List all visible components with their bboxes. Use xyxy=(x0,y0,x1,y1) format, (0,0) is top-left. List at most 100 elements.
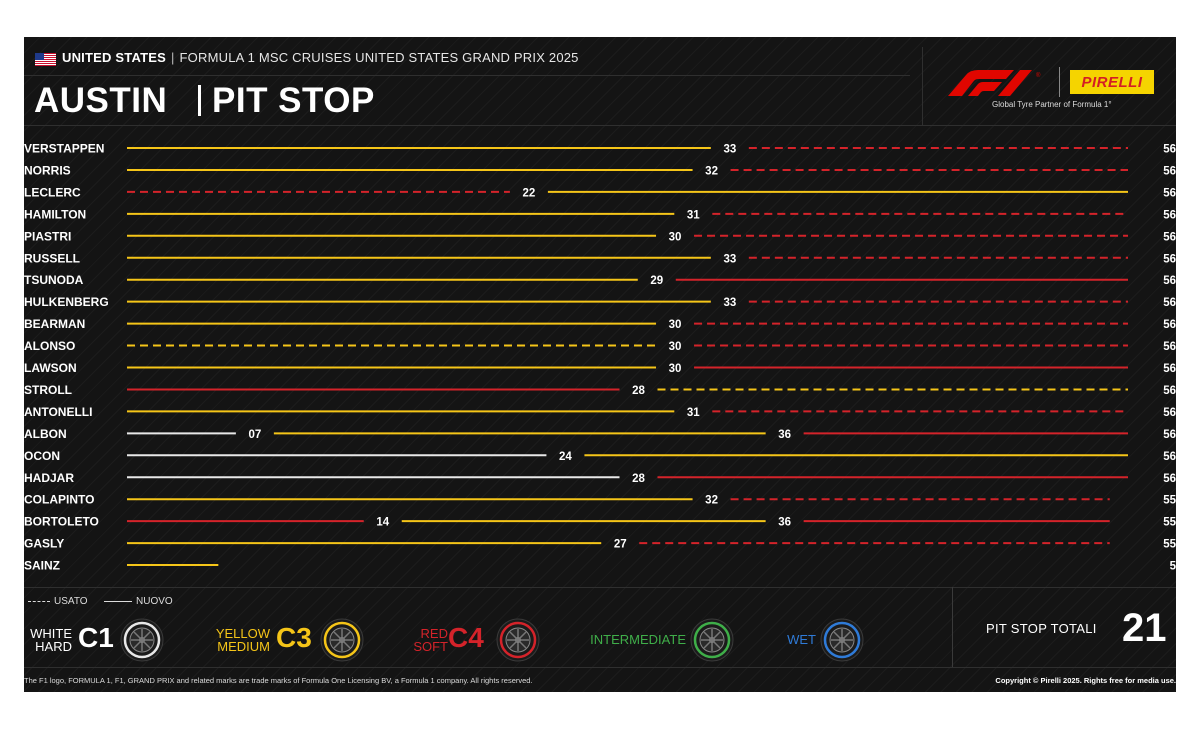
tyre-legend-item: INTERMEDIATE xyxy=(590,617,736,663)
tyre-compound-label: WHITE HARD xyxy=(26,627,72,653)
driver-name: GASLY xyxy=(24,537,64,551)
legend-new-label: NUOVO xyxy=(136,596,173,607)
tyre-colour-name: WET xyxy=(787,632,816,647)
pit-lap-label: 14 xyxy=(376,517,389,529)
pit-lap-label: 33 xyxy=(723,297,736,309)
driver-name: RUSSELL xyxy=(24,251,80,265)
pit-lap-label: 56 xyxy=(1163,231,1176,243)
pit-lap-label: 24 xyxy=(559,451,572,463)
pit-lap-label: 56 xyxy=(1163,341,1176,353)
pit-lap-label: 31 xyxy=(687,407,700,419)
tyre-icon xyxy=(496,618,540,662)
footer-copyright-text: Copyright © Pirelli 2025. Rights free fo… xyxy=(995,676,1176,685)
driver-name: ALBON xyxy=(24,427,67,441)
page-title: PIT STOP xyxy=(212,81,375,120)
header-breadcrumb: UNITED STATES | FORMULA 1 MSC CRUISES UNIT… xyxy=(62,50,579,65)
pit-lap-label: 32 xyxy=(705,495,718,507)
pit-lap-label: 56 xyxy=(1163,429,1176,441)
pit-lap-label: 55 xyxy=(1163,539,1176,551)
pit-lap-label: 56 xyxy=(1163,473,1176,485)
total-pit-stops-value: 21 xyxy=(1122,606,1167,650)
pit-lap-label: 33 xyxy=(723,253,736,265)
footer-trademark-text: The F1 logo, FORMULA 1, F1, GRAND PRIX a… xyxy=(24,676,533,685)
pit-lap-label: 36 xyxy=(778,429,791,441)
pit-lap-label: 30 xyxy=(669,363,682,375)
pit-lap-label: 56 xyxy=(1163,187,1176,199)
tyre-compound-label: YELLOW MEDIUM xyxy=(212,627,270,653)
pit-lap-label: 27 xyxy=(614,539,627,551)
pit-lap-label: 56 xyxy=(1163,363,1176,375)
header-divider xyxy=(24,75,910,76)
tyre-compound-code: C1 xyxy=(78,622,114,653)
driver-name: BORTOLETO xyxy=(24,515,99,529)
tyre-colour-name: YELLOW xyxy=(215,626,270,641)
total-pit-stops-label: PIT STOP TOTALI xyxy=(986,621,1097,636)
driver-name: SAINZ xyxy=(24,559,60,573)
logo-area: ® PIRELLI Global Tyre Partner of Formula… xyxy=(924,53,1174,133)
pit-lap-label: 07 xyxy=(248,429,261,441)
legend-used: USATO xyxy=(28,596,88,607)
title-separator-bar xyxy=(198,85,201,116)
pit-lap-label: 56 xyxy=(1163,297,1176,309)
svg-text:®: ® xyxy=(1036,72,1041,79)
driver-name: LAWSON xyxy=(24,361,77,375)
tyre-compound-code: C3 xyxy=(276,622,312,653)
tyre-colour-name: WHITE xyxy=(30,626,72,641)
pit-lap-label: 56 xyxy=(1163,165,1176,177)
driver-name: VERSTAPPEN xyxy=(24,142,104,156)
driver-name: NORRIS xyxy=(24,163,71,177)
legend-used-label: USATO xyxy=(54,596,88,607)
legend-new: NUOVO xyxy=(104,596,173,607)
pit-lap-label: 56 xyxy=(1163,275,1176,287)
tyre-colour-name: INTERMEDIATE xyxy=(590,632,686,647)
totals-divider xyxy=(952,587,953,667)
pit-lap-label: 30 xyxy=(669,341,682,353)
tyre-legend-item: RED SOFT C4 xyxy=(412,617,542,663)
driver-name: HAMILTON xyxy=(24,207,86,221)
pit-lap-label: 36 xyxy=(778,517,791,529)
driver-name: ALONSO xyxy=(24,339,75,353)
tyre-legend-item: WET xyxy=(786,617,866,663)
driver-name: ANTONELLI xyxy=(24,405,92,419)
country-name: UNITED STATES xyxy=(62,50,166,65)
us-flag-icon xyxy=(35,53,56,66)
chart-top-divider xyxy=(24,125,1176,126)
pit-lap-label: 28 xyxy=(632,473,645,485)
pit-lap-label: 56 xyxy=(1163,209,1176,221)
tyre-hardness-name: SOFT xyxy=(413,639,448,654)
legend-solid-swatch xyxy=(104,601,132,602)
pit-lap-label: 56 xyxy=(1163,319,1176,331)
driver-name: BEARMAN xyxy=(24,317,85,331)
pit-lap-label: 5 xyxy=(1170,561,1176,573)
tyre-icon xyxy=(120,618,164,662)
pirelli-logo: PIRELLI xyxy=(1070,70,1154,94)
tyre-legend-item: WHITE HARD C1 xyxy=(26,617,166,663)
tyre-compound-code: C4 xyxy=(448,622,484,653)
pit-lap-label: 32 xyxy=(705,165,718,177)
tyre-hardness-name: HARD xyxy=(35,639,72,654)
tyre-legend-item: YELLOW MEDIUM C3 xyxy=(212,617,366,663)
driver-name: COLAPINTO xyxy=(24,493,94,507)
tyre-icon xyxy=(690,618,734,662)
logo-divider-vertical xyxy=(922,47,923,125)
pit-lap-label: 55 xyxy=(1163,517,1176,529)
driver-name: PIASTRI xyxy=(24,229,71,243)
pit-lap-label: 22 xyxy=(522,187,535,199)
legend-top-divider xyxy=(24,587,1176,588)
logo-divider xyxy=(1059,67,1060,97)
tyre-hardness-name: MEDIUM xyxy=(217,639,270,654)
pit-lap-label: 56 xyxy=(1163,451,1176,463)
driver-name: LECLERC xyxy=(24,185,81,199)
pirelli-logo-text: PIRELLI xyxy=(1081,73,1143,91)
pit-stop-chart: VERSTAPPEN 33 56 NORRIS 32 56 LECLERC 22 56 HAMIL… xyxy=(24,142,1176,573)
partner-text: Global Tyre Partner of Formula 1° xyxy=(992,100,1112,109)
footer-divider xyxy=(24,667,1176,668)
pit-lap-label: 56 xyxy=(1163,144,1176,156)
pit-lap-label: 31 xyxy=(687,209,700,221)
infographic-panel: UNITED STATES | FORMULA 1 MSC CRUISES UNIT… xyxy=(24,37,1176,692)
pit-lap-label: 56 xyxy=(1163,385,1176,397)
tyre-icon xyxy=(820,618,864,662)
tyre-colour-name: RED xyxy=(420,626,448,641)
legend-dash-swatch xyxy=(28,601,50,602)
driver-name: TSUNODA xyxy=(24,273,84,287)
